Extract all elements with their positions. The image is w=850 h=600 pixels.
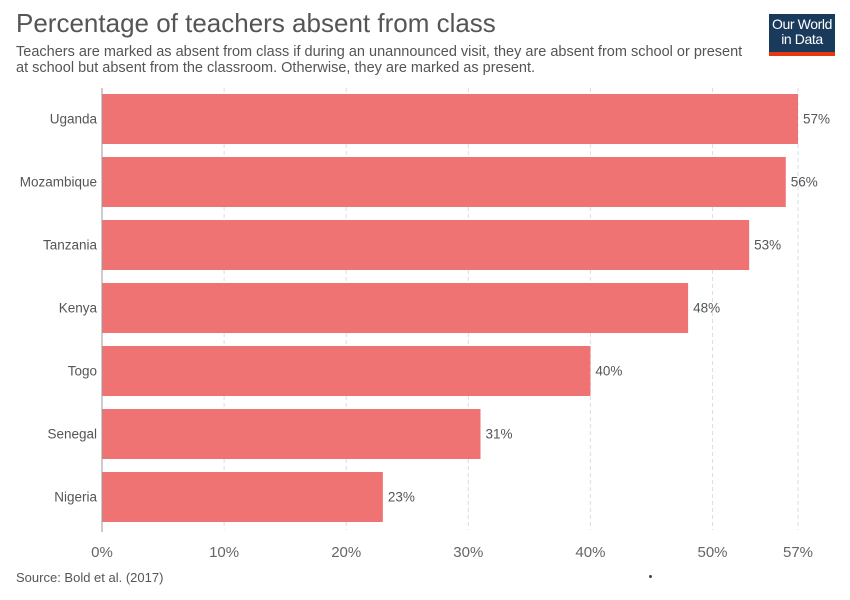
category-label: Kenya — [59, 301, 98, 316]
bar-mozambique — [102, 157, 786, 207]
x-tick-label: 0% — [91, 544, 113, 561]
value-label: 31% — [486, 427, 513, 442]
x-tick-label: 50% — [698, 544, 728, 561]
category-label: Togo — [68, 364, 97, 379]
value-label: 53% — [754, 238, 781, 253]
x-tick-label: 40% — [575, 544, 605, 561]
bar-togo — [102, 346, 591, 396]
bar-kenya — [102, 283, 689, 333]
value-label: 48% — [693, 301, 720, 316]
chart-title: Percentage of teachers absent from class — [16, 8, 496, 38]
category-label: Tanzania — [43, 238, 98, 253]
category-label: Senegal — [47, 427, 97, 442]
bar-uganda — [102, 94, 798, 144]
value-label: 40% — [595, 364, 622, 379]
logo-text: Our World in Data — [772, 16, 832, 47]
x-tick-label: 10% — [209, 544, 239, 561]
x-tick-label: 30% — [453, 544, 483, 561]
logo-accent-bar — [769, 52, 835, 56]
source-note: Source: Bold et al. (2017) — [16, 570, 164, 585]
x-tick-label: 57% — [783, 544, 813, 561]
category-label: Mozambique — [20, 175, 97, 190]
value-label: 57% — [803, 112, 830, 127]
value-label: 56% — [791, 175, 818, 190]
chart-subtitle: Teachers are marked as absent from class… — [16, 44, 743, 76]
x-tick-label: 20% — [331, 544, 361, 561]
category-label: Nigeria — [54, 490, 97, 505]
bar-nigeria — [102, 472, 383, 522]
category-label: Uganda — [50, 112, 98, 127]
decorative-dot — [649, 575, 652, 578]
value-label: 23% — [388, 490, 415, 505]
bar-tanzania — [102, 220, 750, 270]
owid-logo[interactable]: Our World in Data — [769, 14, 835, 56]
bar-senegal — [102, 409, 481, 459]
